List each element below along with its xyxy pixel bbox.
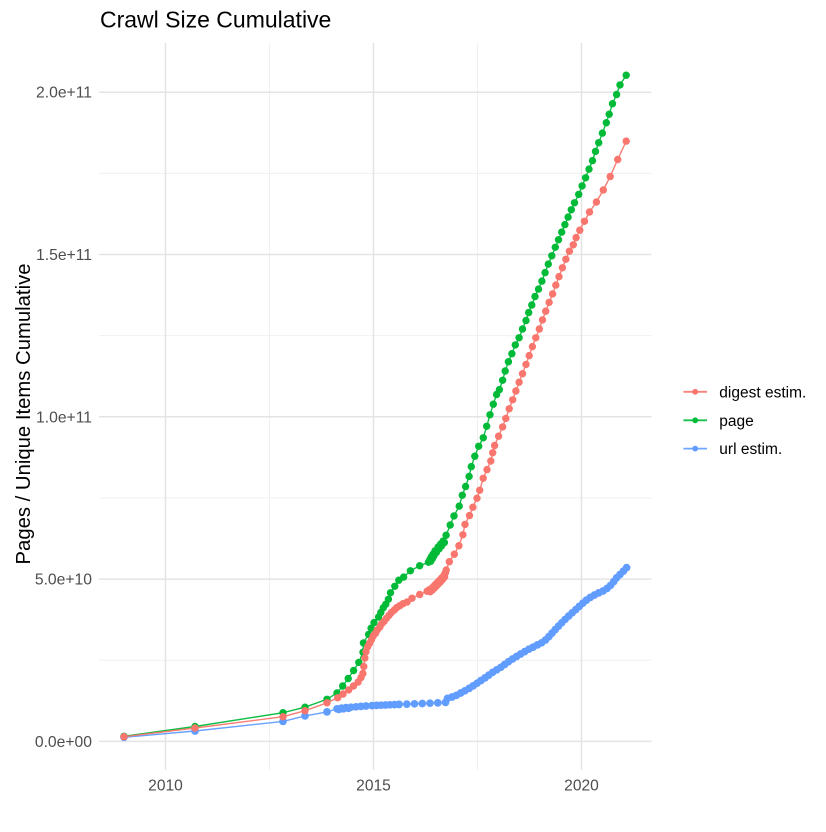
svg-text:Crawl Size Cumulative: Crawl Size Cumulative — [100, 7, 331, 33]
svg-text:1.5e+11: 1.5e+11 — [36, 247, 92, 264]
svg-text:2.0e+11: 2.0e+11 — [36, 85, 92, 102]
svg-text:url estim.: url estim. — [719, 441, 782, 458]
svg-text:2010: 2010 — [148, 777, 183, 794]
svg-text:0.0e+00: 0.0e+00 — [35, 734, 92, 751]
svg-text:1.0e+11: 1.0e+11 — [36, 409, 92, 426]
svg-text:2015: 2015 — [356, 777, 391, 794]
svg-text:digest estim.: digest estim. — [719, 384, 806, 401]
svg-text:Pages / Unique Items Cumulativ: Pages / Unique Items Cumulative — [13, 264, 35, 565]
svg-text:page: page — [719, 413, 753, 430]
svg-text:5.0e+10: 5.0e+10 — [35, 572, 92, 589]
svg-text:2020: 2020 — [564, 777, 599, 794]
